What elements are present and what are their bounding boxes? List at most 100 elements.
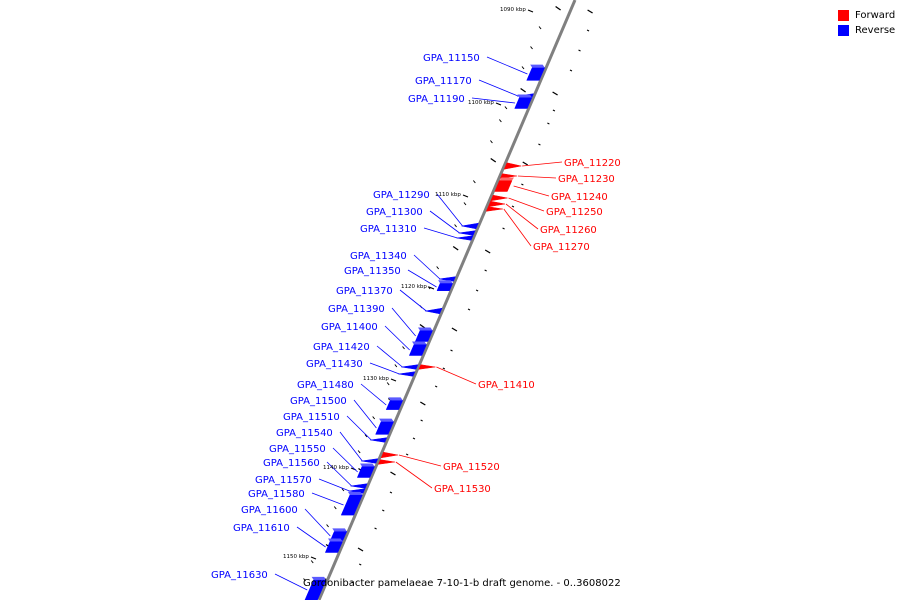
minor-tick: [472, 180, 476, 184]
minor-tick: [521, 183, 524, 186]
gene-feature-gpa_11430[interactable]: [398, 371, 416, 377]
minor-tick: [467, 308, 471, 311]
minor-tick: [490, 140, 493, 144]
gene-feature-gpa_11310[interactable]: [456, 235, 474, 241]
gene-label-gpa_11430[interactable]: GPA_11430: [306, 359, 363, 370]
gene-label-gpa_11410[interactable]: GPA_11410: [478, 380, 535, 391]
minor-tick: [547, 122, 550, 125]
gene-feature-gpa_11410[interactable]: [418, 364, 436, 370]
gene-label-gpa_11600[interactable]: GPA_11600: [241, 505, 298, 516]
label-leader-line: [503, 208, 532, 247]
label-leader-line: [413, 254, 441, 280]
gene-label-gpa_11510[interactable]: GPA_11510: [283, 412, 340, 423]
label-leader-line: [311, 492, 344, 506]
gene-feature-gpa_11260[interactable]: [487, 200, 506, 208]
gene-label-gpa_11500[interactable]: GPA_11500: [290, 396, 347, 407]
gene-label-gpa_11370[interactable]: GPA_11370: [336, 286, 393, 297]
gene-label-gpa_11270[interactable]: GPA_11270: [533, 242, 590, 253]
gene-feature-gpa_11290[interactable]: [461, 222, 479, 230]
legend-forward: Forward: [838, 8, 895, 23]
gene-feature-gpa_11370[interactable]: [425, 307, 443, 315]
gene-feature-gpa_11270[interactable]: [485, 206, 503, 212]
minor-tick: [394, 364, 398, 368]
minor-tick: [552, 91, 558, 96]
gene-label-gpa_11520[interactable]: GPA_11520: [443, 462, 500, 473]
minor-tick: [552, 109, 556, 112]
scale-ticks: [303, 5, 593, 584]
gene-feature-gpa_11230[interactable]: [499, 173, 517, 179]
gene-label-gpa_11560[interactable]: GPA_11560: [263, 458, 320, 469]
gene-feature-gpa_11560[interactable]: [350, 483, 368, 489]
legend-forward-label: Forward: [855, 10, 896, 21]
gene-feature-gpa_11510[interactable]: [370, 437, 388, 443]
gene-feature-gpa_11530[interactable]: [377, 459, 395, 465]
reverse-swatch: [838, 25, 849, 36]
gene-label-gpa_11550[interactable]: GPA_11550: [269, 444, 326, 455]
gene-label-gpa_11420[interactable]: GPA_11420: [313, 342, 370, 353]
minor-tick: [555, 5, 561, 11]
minor-tick: [419, 401, 426, 406]
minor-tick: [326, 524, 329, 528]
gene-feature-cap: [438, 280, 453, 284]
gene-label-gpa_11260[interactable]: GPA_11260: [540, 225, 597, 236]
minor-tick: [538, 143, 541, 146]
gene-feature-cap: [530, 64, 545, 68]
gene-feature-gpa_11250[interactable]: [490, 194, 508, 202]
minor-tick: [454, 224, 457, 228]
minor-tick: [412, 437, 416, 440]
label-leader-line: [399, 289, 427, 312]
gene-label-gpa_11530[interactable]: GPA_11530: [434, 484, 491, 495]
label-leader-line: [508, 197, 545, 212]
gene-label-gpa_11220[interactable]: GPA_11220: [564, 158, 621, 169]
gene-label-gpa_11610[interactable]: GPA_11610: [233, 523, 290, 534]
scale-tick-mark: [390, 378, 397, 382]
gene-label-gpa_11570[interactable]: GPA_11570: [255, 475, 312, 486]
minor-tick: [389, 491, 393, 494]
gene-label-gpa_11250[interactable]: GPA_11250: [546, 207, 603, 218]
gene-feature-gpa_11520[interactable]: [380, 451, 398, 459]
gene-label-gpa_11240[interactable]: GPA_11240: [551, 192, 608, 203]
gene-label-gpa_11300[interactable]: GPA_11300: [366, 207, 423, 218]
label-leader-line: [274, 573, 308, 591]
gene-feature-cap: [499, 177, 514, 181]
label-leader-lines: [274, 56, 563, 591]
minor-tick: [382, 509, 385, 512]
genome-backbone: [317, 0, 577, 600]
gene-feature-gpa_11220[interactable]: [503, 162, 522, 170]
label-leader-line: [522, 161, 563, 167]
gene-label-gpa_11340[interactable]: GPA_11340: [350, 251, 407, 262]
gene-label-gpa_11350[interactable]: GPA_11350: [344, 266, 401, 277]
gene-feature-gpa_11540[interactable]: [361, 458, 379, 464]
legend-reverse: Reverse: [838, 23, 895, 38]
gene-label-gpa_11630[interactable]: GPA_11630: [211, 570, 268, 581]
label-leader-line: [398, 454, 442, 467]
gene-label-gpa_11400[interactable]: GPA_11400: [321, 322, 378, 333]
gene-label-gpa_11290[interactable]: GPA_11290: [373, 190, 430, 201]
gene-label-gpa_11480[interactable]: GPA_11480: [297, 380, 354, 391]
scale-tick-mark: [527, 9, 534, 13]
gene-label-gpa_11390[interactable]: GPA_11390: [328, 304, 385, 315]
minor-tick: [420, 419, 423, 422]
gene-label-gpa_11230[interactable]: GPA_11230: [558, 174, 615, 185]
gene-labels: GPA_11150 GPA_11170 GPA_11190 GPA_11220 GPA_…: [211, 53, 621, 581]
label-leader-line: [376, 345, 403, 368]
gene-label-gpa_11190[interactable]: GPA_11190: [408, 94, 465, 105]
minor-tick: [358, 563, 362, 566]
label-leader-line: [395, 461, 433, 489]
gene-feature-gpa_11300[interactable]: [458, 230, 476, 236]
label-leader-line: [505, 203, 539, 230]
minor-tick: [521, 66, 525, 70]
scale-tick-label: 1140 kbp: [323, 465, 349, 471]
gene-label-gpa_11580[interactable]: GPA_11580: [248, 489, 305, 500]
gene-label-gpa_11310[interactable]: GPA_11310: [360, 224, 417, 235]
gene-feature-gpa_11340[interactable]: [438, 276, 456, 282]
gene-label-gpa_11150[interactable]: GPA_11150: [423, 53, 480, 64]
minor-tick: [303, 578, 306, 582]
gene-label-gpa_11540[interactable]: GPA_11540: [276, 428, 333, 439]
gene-label-gpa_11170[interactable]: GPA_11170: [415, 76, 472, 87]
gene-feature-gpa_11420[interactable]: [401, 364, 419, 370]
minor-tick: [530, 46, 533, 50]
scale-tick-label: 1090 kbp: [500, 7, 526, 13]
gene-feature-cap: [412, 341, 427, 345]
scale-tick-mark: [495, 102, 502, 106]
